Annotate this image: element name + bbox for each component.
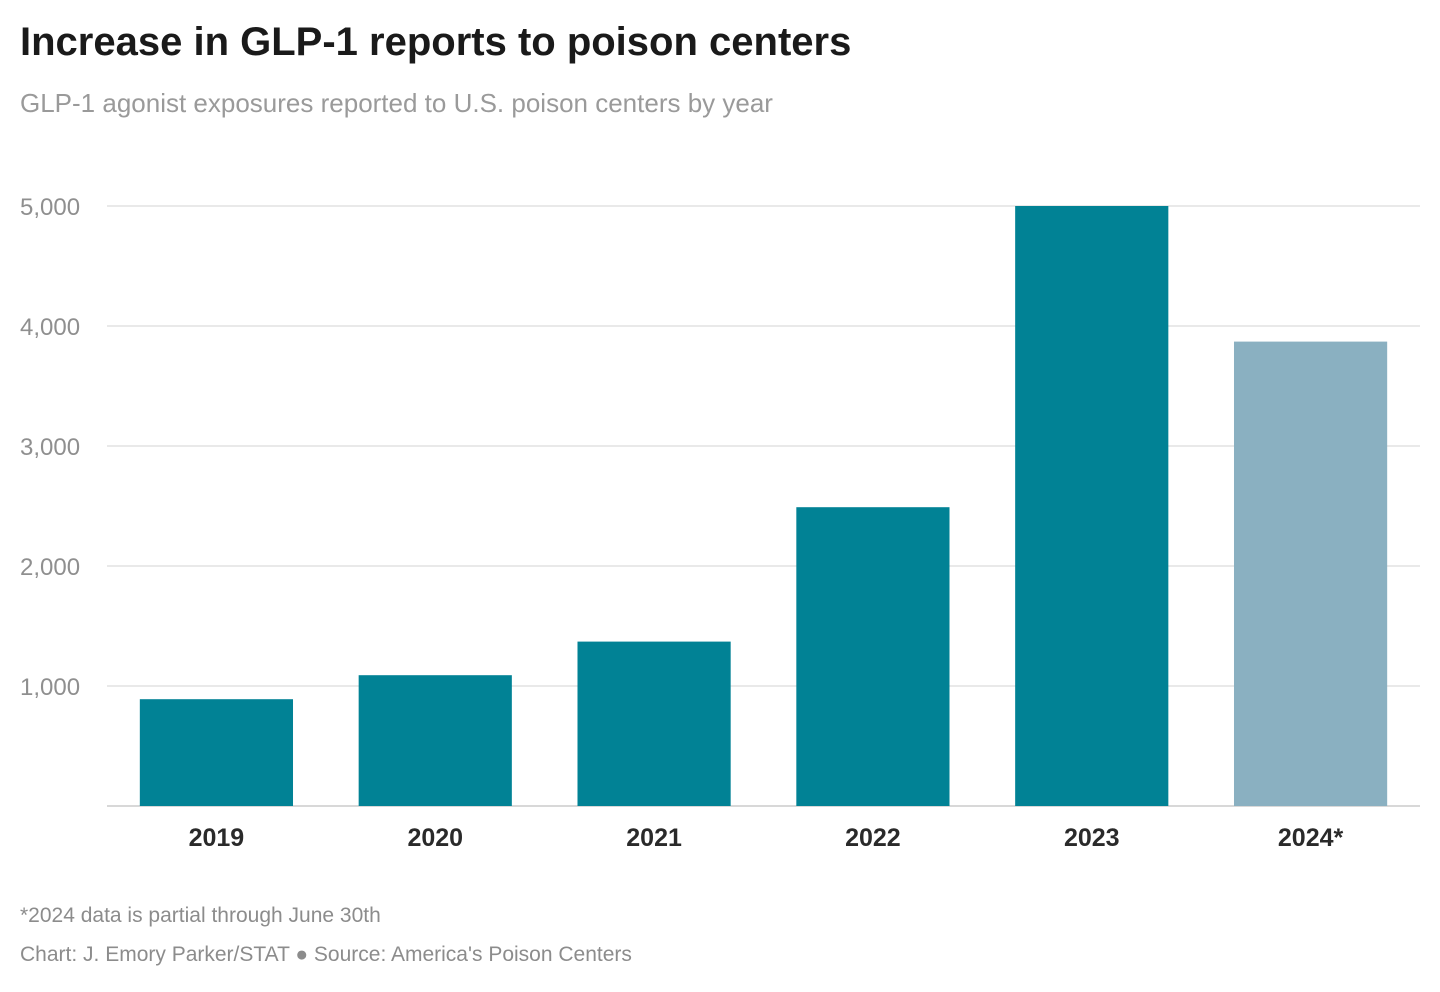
x-tick-label: 2024* xyxy=(1278,824,1344,852)
bar-2021 xyxy=(577,641,731,806)
y-tick-label: 3,000 xyxy=(20,434,80,461)
source-credit: Chart: J. Emory Parker/STAT ● Source: Am… xyxy=(20,943,632,966)
x-tick-label: 2020 xyxy=(407,824,463,852)
x-tick-label: 2023 xyxy=(1064,824,1120,852)
bar-2020 xyxy=(358,675,512,806)
y-tick-label: 1,000 xyxy=(20,674,80,701)
bar-2024-partial xyxy=(1233,341,1388,806)
x-tick-label: 2021 xyxy=(626,824,682,852)
y-tick-label: 2,000 xyxy=(20,554,80,581)
chart-subtitle: GLP-1 agonist exposures reported to U.S.… xyxy=(20,88,773,118)
bar-2023 xyxy=(1015,206,1169,806)
bar-2019 xyxy=(139,699,294,806)
x-tick-label: 2022 xyxy=(845,824,901,852)
partial-data-footnote: *2024 data is partial through June 30th xyxy=(20,904,381,927)
x-tick-label: 2019 xyxy=(189,824,245,852)
chart-title: Increase in GLP-1 reports to poison cent… xyxy=(20,20,852,64)
y-tick-label: 5,000 xyxy=(20,194,80,221)
y-tick-label: 4,000 xyxy=(20,314,80,341)
bar-2022 xyxy=(796,507,950,806)
bar-chart: 1,000 2,000 3,000 4,000 5,000 2019 2020 2021 202… xyxy=(20,194,1420,852)
